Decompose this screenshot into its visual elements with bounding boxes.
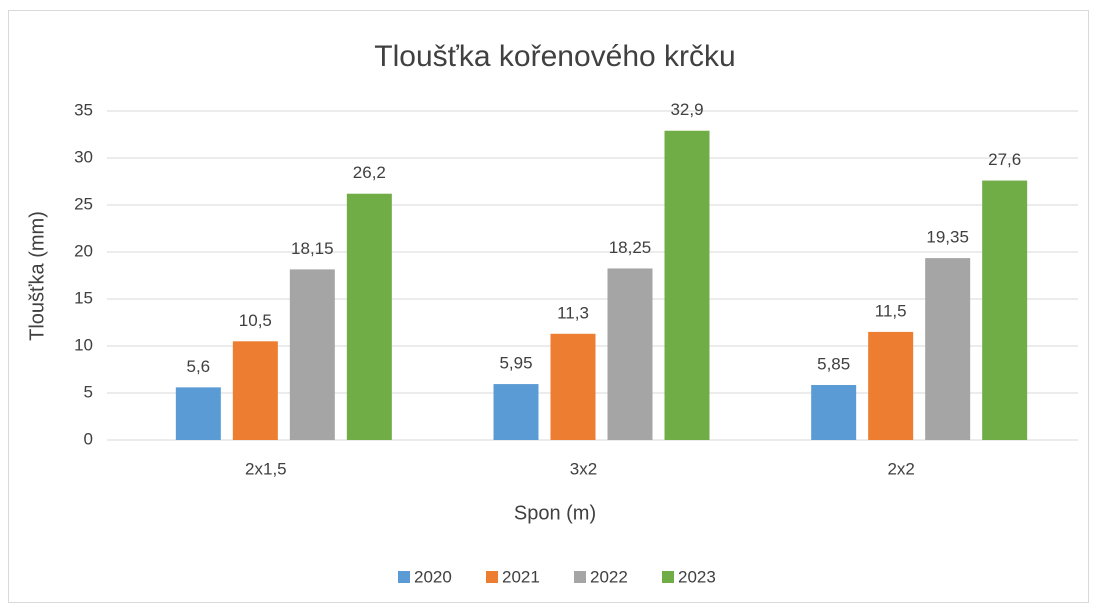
y-tick-label: 20 (74, 241, 93, 260)
value-label: 32,9 (670, 100, 703, 119)
bar (493, 384, 539, 440)
value-label: 5,85 (817, 354, 850, 373)
value-label: 26,2 (353, 163, 386, 182)
bar (232, 341, 278, 440)
legend-swatch (398, 571, 410, 583)
legend-label: 2023 (678, 567, 716, 586)
x-tick-label: 2x2 (887, 459, 914, 478)
bar (811, 385, 857, 440)
legend-label: 2021 (502, 567, 540, 586)
y-tick-label: 15 (74, 288, 93, 307)
bar (868, 331, 914, 440)
value-label: 11,3 (557, 303, 589, 322)
x-tick-label: 2x1,5 (245, 459, 287, 478)
y-tick-label: 0 (84, 429, 93, 448)
bar (550, 333, 596, 440)
bar (607, 268, 653, 440)
y-tick-label: 10 (74, 335, 93, 354)
x-tick-label: 3x2 (570, 459, 597, 478)
bar (982, 180, 1028, 440)
value-label: 11,5 (875, 301, 907, 320)
x-axis-label: Spon (m) (514, 502, 596, 524)
bar (175, 387, 221, 440)
y-tick-label: 25 (74, 194, 93, 213)
legend-swatch (574, 571, 586, 583)
value-label: 18,25 (609, 238, 652, 257)
chart-title: Tloušťka kořenového krčku (374, 40, 735, 73)
chart-border (8, 10, 1089, 603)
value-label: 18,15 (291, 239, 334, 258)
value-label: 10,5 (239, 311, 272, 330)
legend-swatch (486, 571, 498, 583)
bar (346, 193, 392, 440)
bar (289, 269, 335, 440)
value-label: 5,6 (187, 357, 211, 376)
legend-label: 2022 (590, 567, 628, 586)
bar (925, 258, 971, 440)
legend-swatch (662, 571, 674, 583)
y-axis-label: Tloušťka (mm) (26, 211, 48, 341)
bar (664, 130, 710, 441)
value-label: 27,6 (988, 150, 1021, 169)
y-tick-label: 35 (74, 100, 93, 119)
value-label: 19,35 (926, 228, 969, 247)
value-label: 5,95 (499, 354, 532, 373)
y-tick-label: 30 (74, 147, 93, 166)
y-tick-label: 5 (84, 382, 93, 401)
legend-label: 2020 (414, 567, 452, 586)
